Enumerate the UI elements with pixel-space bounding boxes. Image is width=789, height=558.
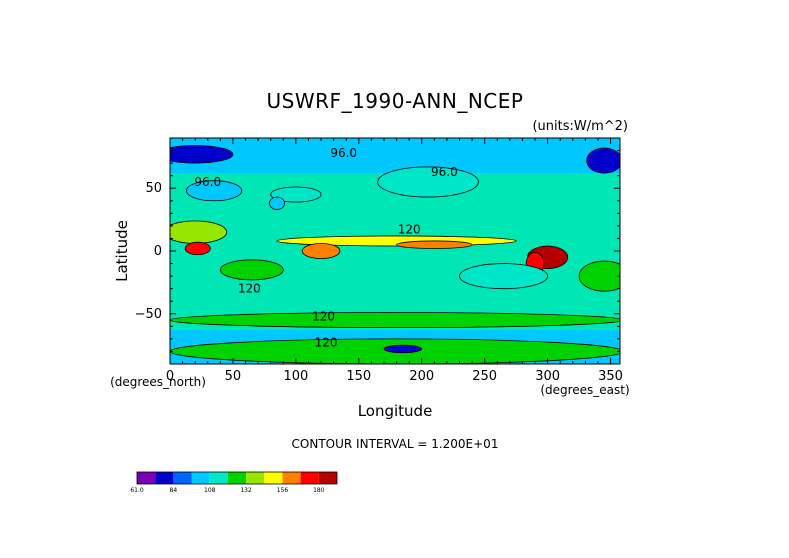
field-central-africa bbox=[184, 241, 211, 256]
colorbar-swatch-1 bbox=[155, 472, 174, 484]
x-tick-label-6: 300 bbox=[535, 369, 560, 384]
units-label: (units:W/m^2) bbox=[532, 119, 628, 134]
y-tick-label-1: 0 bbox=[154, 244, 162, 259]
field-arctic-low bbox=[170, 145, 234, 164]
colorbar-tick-label-0: 61.0 bbox=[130, 487, 144, 494]
field-n-atlantic-low bbox=[185, 180, 243, 202]
contour-label-0: 96.0 bbox=[330, 146, 357, 160]
field-indian-ocean-low bbox=[219, 259, 284, 281]
arctic-band bbox=[170, 138, 620, 174]
contour-label-6: 120 bbox=[315, 336, 338, 350]
contour-label-1: 96.0 bbox=[194, 175, 221, 189]
x-tick-label-5: 250 bbox=[472, 369, 497, 384]
colorbar-swatch-6 bbox=[246, 472, 265, 484]
x-tick-label-0: 0 bbox=[166, 369, 174, 384]
colorbar-frame bbox=[136, 471, 338, 485]
chart-title: USWRF_1990-ANN_NCEP bbox=[267, 89, 524, 113]
contour-label-4: 120 bbox=[238, 282, 261, 296]
x-tick-label-3: 150 bbox=[346, 369, 371, 384]
colorbar-swatch-9 bbox=[300, 472, 319, 484]
colorbar-swatch-10 bbox=[318, 472, 337, 484]
contour-label-2: 96.0 bbox=[431, 165, 458, 179]
colorbar-swatch-7 bbox=[264, 472, 283, 484]
colorbar-swatch-4 bbox=[209, 472, 228, 484]
x-tick-label-2: 100 bbox=[283, 369, 308, 384]
field-arctic-low-east bbox=[586, 147, 620, 174]
y-axis-label: Latitude bbox=[113, 220, 131, 282]
x-tick-label-4: 200 bbox=[409, 369, 434, 384]
field-maritime-continent bbox=[301, 243, 341, 259]
colorbar-tick-label-2: 108 bbox=[204, 487, 216, 494]
colorbar-tick-label-1: 84 bbox=[170, 487, 178, 494]
x-tick-label-7: 350 bbox=[598, 369, 623, 384]
colorbar-swatch-5 bbox=[227, 472, 247, 484]
field-antarctic-dark bbox=[383, 344, 423, 354]
colorbar-swatch-8 bbox=[282, 472, 301, 484]
colorbar-tick-label-3: 132 bbox=[240, 487, 252, 494]
axis-ticks: 0 50 100 150 200 250 300 350 50 0 −50 bbox=[135, 138, 623, 384]
field-south-atlantic bbox=[578, 260, 620, 292]
field-se-pacific-low bbox=[459, 263, 549, 290]
colorbar-swatch-0 bbox=[137, 472, 156, 484]
y-tick-label-0: 50 bbox=[145, 181, 162, 196]
field-n-pacific-low bbox=[377, 166, 479, 198]
field-tibet bbox=[269, 196, 285, 210]
colorbar-swatch-2 bbox=[173, 472, 192, 484]
colorbar-swatch-3 bbox=[191, 472, 210, 484]
contour-label-3: 120 bbox=[398, 223, 421, 237]
x-axis-label: Longitude bbox=[358, 402, 433, 420]
colorbar-tick-label-4: 156 bbox=[277, 487, 289, 494]
contour-labels: 96.0 96.0 96.0 120 120 120 120 bbox=[194, 146, 457, 350]
contour-interval: CONTOUR INTERVAL = 1.200E+01 bbox=[292, 437, 499, 451]
contour-label-5: 120 bbox=[312, 309, 335, 323]
field-south-ocean-band bbox=[170, 312, 620, 328]
x-tick-label-1: 50 bbox=[225, 369, 242, 384]
field-pacific-itcz-yellow bbox=[396, 240, 473, 249]
field-asia-low bbox=[270, 186, 322, 203]
colorbar-tick-label-5: 180 bbox=[313, 487, 325, 494]
y-tick-label-2: −50 bbox=[135, 307, 162, 322]
y-unit-label: (degrees_north) bbox=[110, 375, 206, 389]
contour-field bbox=[170, 138, 620, 364]
x-unit-label: (degrees_east) bbox=[540, 383, 629, 397]
field-sahara bbox=[170, 220, 228, 244]
colorbar: 61.0 84 108 132 156 180 bbox=[130, 471, 338, 494]
